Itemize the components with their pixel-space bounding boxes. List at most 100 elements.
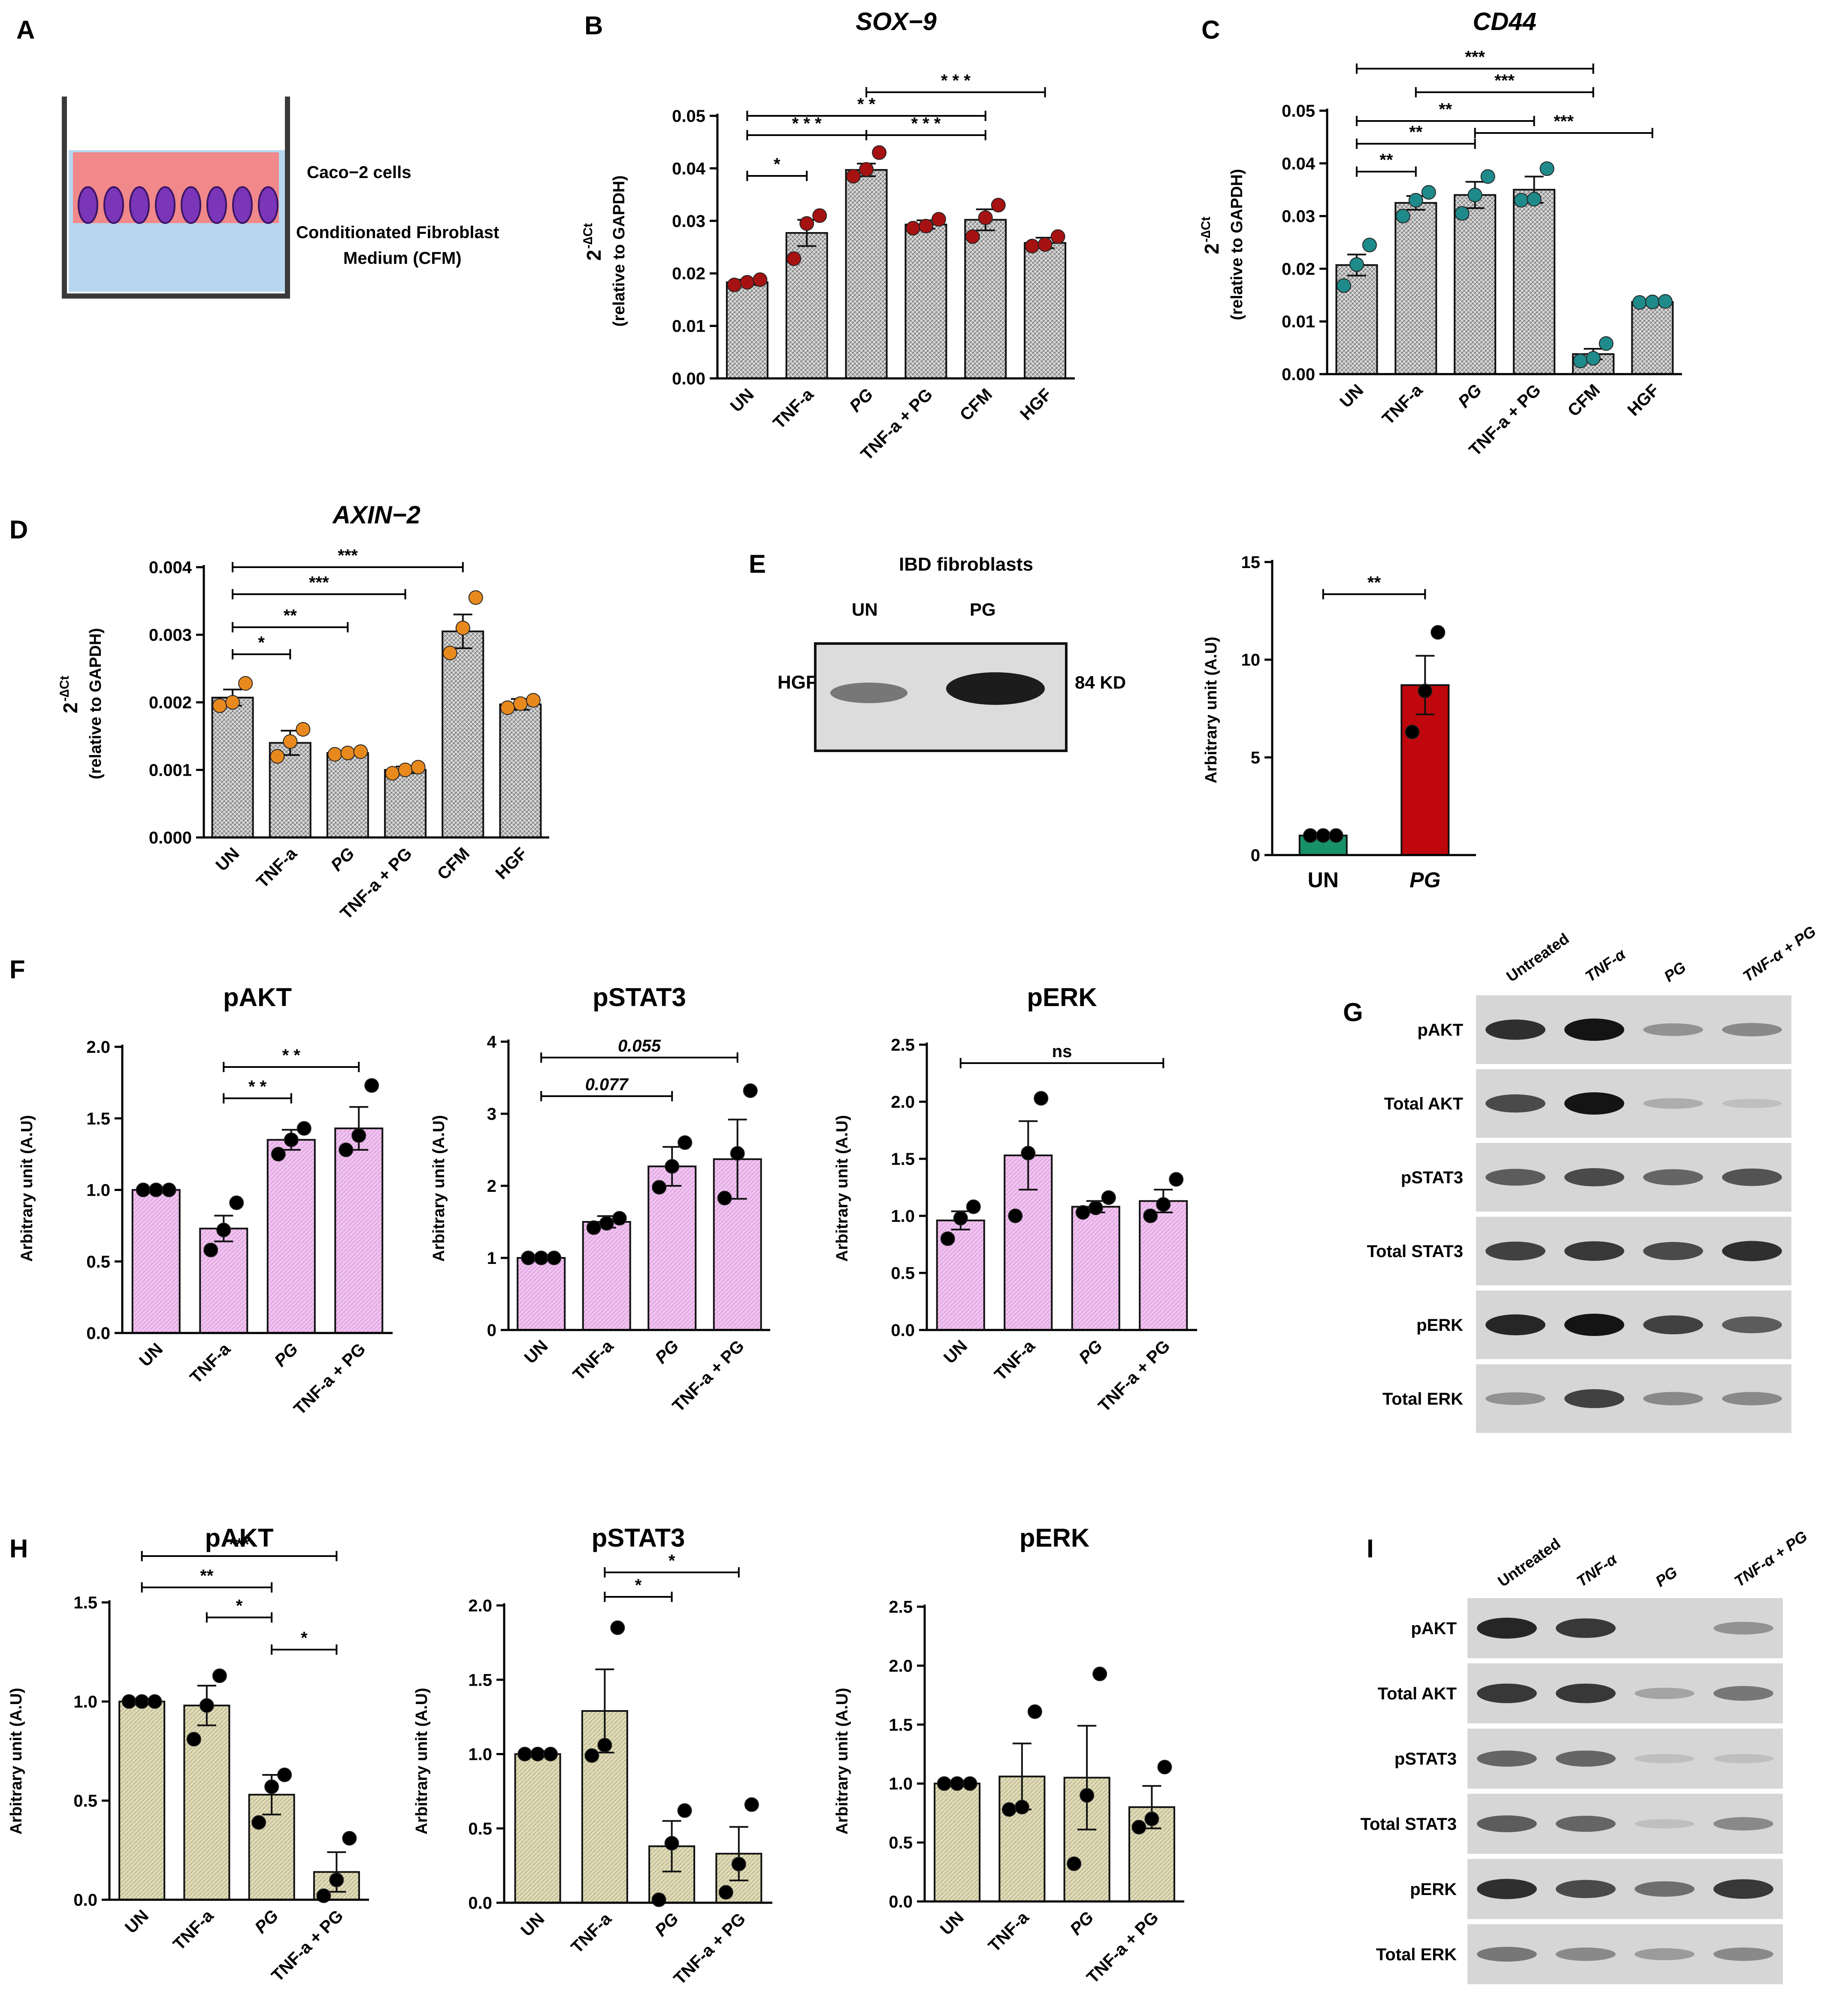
y-tick-label: 1	[487, 1249, 496, 1268]
x-tick-label: PG	[1075, 1336, 1106, 1367]
sig-label: * * *	[941, 71, 971, 90]
y-tick-label: 2.0	[468, 1596, 492, 1615]
sig-label: ***	[1494, 71, 1515, 90]
data-point	[134, 1694, 149, 1709]
blot-i: Untreated TNF-α PG TNF-α + PG pAKT Total AKT p…	[1361, 1527, 1810, 1984]
data-point	[1021, 1146, 1036, 1161]
blot-band	[1722, 1241, 1782, 1261]
sig-label: ***	[309, 573, 329, 592]
y-tick-label: 0.0	[891, 1321, 915, 1340]
x-tick-label: UN	[1336, 381, 1367, 411]
y-tick-label: 2.0	[891, 1093, 915, 1112]
data-point	[730, 1146, 745, 1161]
blot-band	[1722, 1099, 1782, 1108]
data-point	[1303, 828, 1318, 843]
x-tick-label: UN	[1308, 868, 1339, 892]
caco2-cells	[78, 186, 278, 224]
data-point	[199, 1698, 214, 1713]
blot-lane-label: TNF-α	[1582, 945, 1629, 985]
x-tick-label: HGF	[1016, 385, 1056, 424]
x-tick-label: HGF	[492, 844, 531, 883]
data-point	[1075, 1205, 1090, 1220]
data-point	[251, 1815, 266, 1830]
x-tick-label: UN	[212, 844, 243, 875]
x-tick-label: UN	[521, 1336, 552, 1367]
data-point	[212, 698, 227, 713]
bar	[266, 1139, 316, 1334]
data-point	[599, 1216, 614, 1231]
bar	[1454, 194, 1497, 375]
caco2-cell	[258, 186, 278, 224]
data-point	[1316, 828, 1331, 843]
caco2-cell	[103, 186, 124, 224]
data-point	[1080, 1788, 1095, 1803]
y-tick-label: 10	[1241, 651, 1261, 670]
data-point	[940, 1231, 955, 1246]
data-point	[398, 762, 413, 777]
blot-e-band-un	[830, 683, 907, 703]
blot-band	[1485, 1314, 1546, 1336]
bar	[517, 1257, 566, 1331]
data-point	[203, 1242, 218, 1257]
data-point	[455, 620, 470, 635]
blot-band	[1643, 1242, 1703, 1260]
blot-band	[1713, 1686, 1773, 1701]
y-tick-label: 1.0	[889, 1774, 913, 1793]
data-point	[978, 210, 993, 225]
y-tick-label: 1.5	[889, 1716, 913, 1735]
blot-band	[1634, 1754, 1695, 1763]
y-tick-label: 0.5	[86, 1252, 110, 1271]
data-point	[1586, 351, 1601, 366]
y-label-main: 2	[1201, 243, 1223, 254]
panel-label-b: B	[584, 11, 603, 40]
data-point	[1599, 336, 1614, 351]
data-point	[872, 145, 887, 160]
panel-label-e: E	[749, 550, 766, 578]
blot-row-label: pSTAT3	[1394, 1750, 1457, 1768]
y-tick-label: 4	[487, 1033, 497, 1052]
blot-row-label: Total ERK	[1382, 1390, 1463, 1408]
data-point	[1408, 193, 1423, 208]
transwell-outline	[62, 97, 290, 299]
data-point	[547, 1251, 562, 1265]
data-point	[1014, 1800, 1029, 1815]
data-point	[1008, 1209, 1023, 1223]
bar	[1024, 242, 1067, 379]
y-tick-label: 1.0	[73, 1693, 97, 1711]
panel-label-a: A	[16, 15, 35, 44]
panel-label-h: H	[9, 1534, 28, 1563]
data-point	[1025, 239, 1040, 254]
data-point	[1156, 1197, 1171, 1212]
y-tick-label: 1.0	[891, 1207, 915, 1226]
panel-label-d: D	[9, 515, 28, 544]
y-label-sup: -∆Ct	[581, 223, 595, 249]
bar	[726, 281, 768, 379]
x-tick-label: TNF-a	[769, 385, 817, 433]
blot-band	[1485, 1392, 1546, 1405]
bar	[326, 752, 369, 838]
data-point	[597, 1738, 612, 1753]
blot-band	[1564, 1092, 1624, 1115]
data-point	[411, 760, 426, 775]
bar	[934, 1783, 981, 1903]
y-tick-label: 0.01	[672, 317, 705, 336]
data-point	[342, 1831, 357, 1846]
data-point	[652, 1180, 667, 1195]
data-point	[753, 272, 768, 287]
x-tick-label: PG	[251, 1906, 282, 1937]
blot-band	[1564, 1389, 1624, 1408]
blot-band	[1634, 1819, 1695, 1829]
blot-e-band-pg	[946, 672, 1045, 705]
sig-label: * *	[282, 1046, 301, 1065]
chart-title: SOX−9	[856, 8, 937, 36]
blot-band	[1643, 1169, 1703, 1185]
y-tick-label: 0.00	[1282, 365, 1315, 384]
blot-row-label: Total ERK	[1376, 1945, 1457, 1964]
sig-label: * *	[248, 1077, 267, 1096]
data-point	[1144, 1811, 1159, 1826]
data-point	[991, 198, 1006, 213]
data-point	[1527, 192, 1542, 207]
blot-band	[1555, 1750, 1616, 1767]
data-point	[1431, 625, 1446, 640]
